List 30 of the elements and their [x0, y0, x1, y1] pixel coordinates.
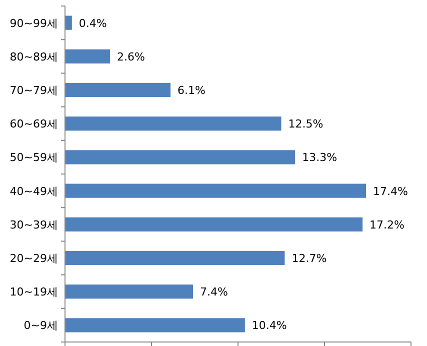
data-label: 10.4% [252, 319, 287, 332]
bar [65, 284, 194, 299]
y-tick-label: 20~29세 [10, 252, 58, 265]
y-tick-label: 90~99세 [10, 16, 58, 30]
data-label: 17.4% [373, 184, 408, 198]
bar [65, 116, 282, 131]
y-tick-label: 60~69세 [10, 118, 58, 131]
data-label: 17.2% [370, 218, 405, 232]
y-tick-label: 30~39세 [10, 218, 58, 232]
bar [65, 82, 171, 98]
data-label: 0.4% [78, 16, 107, 30]
data-label: 12.5% [288, 118, 324, 131]
data-label: 13.3% [302, 151, 338, 164]
bar [65, 318, 245, 332]
bar [65, 150, 296, 164]
bar [65, 16, 72, 30]
data-label: 2.6% [116, 50, 145, 64]
bar [65, 184, 366, 198]
y-tick-label: 40~49세 [10, 184, 58, 198]
y-tick-label: 10~19세 [10, 286, 58, 299]
y-tick-label: 70~79세 [10, 84, 58, 97]
data-label: 7.4% [200, 286, 228, 299]
data-label: 6.1% [178, 84, 206, 97]
bar [65, 217, 363, 232]
y-tick-label: 80~89세 [10, 50, 58, 64]
y-tick-label: 50~59세 [10, 151, 58, 164]
y-tick-label: 0~9세 [24, 319, 58, 332]
bar [65, 49, 110, 64]
bar [65, 250, 285, 266]
data-label: 12.7% [292, 252, 327, 265]
